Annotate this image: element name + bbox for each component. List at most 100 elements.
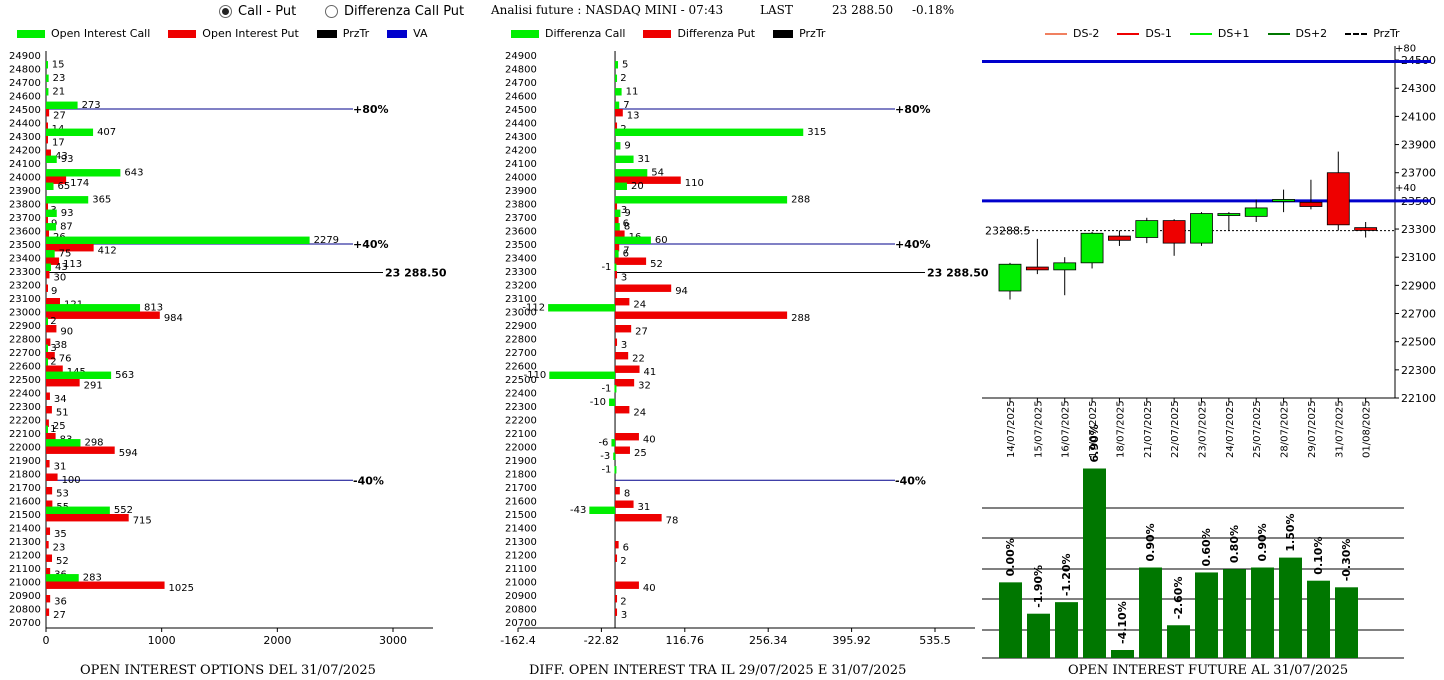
oi-future-label: -0.30%: [1340, 539, 1353, 582]
diff-strike-label: 23700: [505, 213, 537, 224]
oi-put-bar: [46, 541, 49, 549]
legend-item: PrzTr: [1345, 27, 1400, 40]
diff-call-bar: [615, 155, 634, 163]
oi-future-label: 0.90%: [1256, 523, 1269, 561]
diff-marker-label: 23 288.50: [927, 267, 989, 280]
diff-strike-label: 23100: [505, 294, 537, 305]
oi-call-label: 298: [84, 438, 103, 449]
oi-future-label: 1.50%: [1284, 513, 1297, 551]
diff-marker-label: -40%: [895, 474, 926, 487]
oi-call-label: 643: [124, 168, 143, 179]
oi-call-bar: [46, 371, 112, 379]
diff-put-bar: [615, 217, 619, 225]
oi-put-label: 31: [54, 461, 67, 472]
diff-call-bar: [615, 182, 627, 190]
diff-strike-label: 24600: [505, 92, 537, 103]
diff-call-bar: [611, 439, 616, 447]
diff-put-label: 288: [791, 313, 810, 324]
diff-call-bar: [615, 128, 804, 136]
oi-call-bar: [46, 344, 48, 352]
diff-marker-label: +80%: [895, 103, 931, 116]
oi-strike-label: 24600: [9, 92, 41, 103]
diff-call-bar: [615, 101, 620, 109]
oi-future-label: 0.00%: [1004, 538, 1017, 576]
oi-call-label: 87: [60, 222, 73, 233]
oi-strike-label: 21900: [9, 456, 41, 467]
diff-put-bar: [615, 230, 625, 238]
diff-put-label: 41: [644, 367, 657, 378]
oi-call-bar: [46, 101, 78, 109]
oi-put-bar: [46, 608, 50, 616]
oi-strike-label: 23700: [9, 213, 41, 224]
candle-date-label: 29/07/2025: [1307, 400, 1318, 458]
diff-put-label: 78: [666, 515, 679, 526]
radio-call-put[interactable]: Call - Put: [219, 4, 296, 19]
oi-put-bar: [46, 352, 55, 360]
diff-put-label: 22: [632, 353, 645, 364]
legend-right: DS-2 DS-1 DS+1 DS+2 PrzTr: [1045, 27, 1418, 40]
candle-body: [1272, 199, 1295, 202]
oi-future-bar: [1027, 613, 1050, 658]
oi-call-label: 65: [58, 181, 71, 192]
diff-strike-label: 24700: [505, 78, 537, 89]
oi-strike-label: 21300: [9, 537, 41, 548]
diff-put-bar: [615, 257, 647, 265]
oi-put-label: 1025: [169, 583, 194, 594]
diff-strike-label: 24900: [505, 51, 537, 62]
oi-put-label: 51: [56, 407, 69, 418]
oi-put-label: 30: [53, 272, 66, 283]
oi-put-bar: [46, 581, 165, 589]
oi-strike-label: 23200: [9, 281, 41, 292]
diff-call-label: 31: [638, 154, 651, 165]
diff-call-bar: [589, 506, 616, 514]
oi-future-label: 0.10%: [1312, 537, 1325, 575]
diff-strike-label: 22400: [505, 389, 537, 400]
oi-x-tick-label: 0: [43, 634, 50, 647]
oi-strike-label: 21200: [9, 551, 41, 562]
oi-put-bar: [46, 311, 160, 319]
diff-call-bar: [614, 263, 617, 271]
oi-strike-label: 24700: [9, 78, 41, 89]
oi-put-bar: [46, 568, 51, 576]
oi-strike-label: 24000: [9, 173, 41, 184]
candle-body: [1108, 235, 1131, 241]
diff-strike-label: 24100: [505, 159, 537, 170]
oi-call-label: 813: [144, 303, 163, 314]
oi-call-label: 552: [114, 505, 133, 516]
oi-put-bar: [46, 338, 51, 346]
diff-strike-label: 21500: [505, 510, 537, 521]
diff-put-bar: [615, 122, 618, 130]
oi-put-bar: [46, 284, 48, 292]
legend-left: Open Interest Call Open Interest Put Prz…: [17, 27, 446, 40]
diff-put-label: 31: [638, 502, 651, 513]
diff-call-label: 5: [622, 60, 628, 71]
oi-put-label: 113: [63, 259, 82, 270]
oi-strike-label: 23300: [9, 267, 41, 278]
diff-call-bar: [615, 169, 648, 177]
candle-body: [1299, 201, 1323, 207]
diff-strike-label: 22300: [505, 402, 537, 413]
diff-put-bar: [615, 365, 640, 373]
diff-strike-label: 21700: [505, 483, 537, 494]
diff-call-label: 54: [651, 168, 664, 179]
oi-call-label: 1: [50, 424, 56, 435]
radio-differenza[interactable]: Differenza Call Put: [325, 4, 464, 19]
candle-y-tick-label: 23900: [1401, 139, 1436, 152]
radio-unselected-icon[interactable]: [325, 5, 338, 18]
legend-item: DS-1: [1117, 27, 1172, 40]
diff-x-tick-label: 256.34: [749, 634, 788, 647]
radio-selected-icon[interactable]: [219, 5, 232, 18]
oi-put-label: 38: [54, 340, 67, 351]
oi-call-bar: [46, 169, 121, 177]
oi-put-bar: [46, 473, 58, 481]
diff-strike-label: 23900: [505, 186, 537, 197]
oi-put-bar: [46, 433, 56, 441]
oi-put-label: 174: [70, 178, 89, 189]
oi-strike-label: 23500: [9, 240, 41, 251]
oi-put-bar: [46, 392, 50, 400]
oi-call-bar: [46, 439, 81, 447]
oi-call-label: 93: [61, 154, 74, 165]
diff-call-bar: [613, 452, 616, 460]
oi-put-bar: [46, 230, 50, 238]
